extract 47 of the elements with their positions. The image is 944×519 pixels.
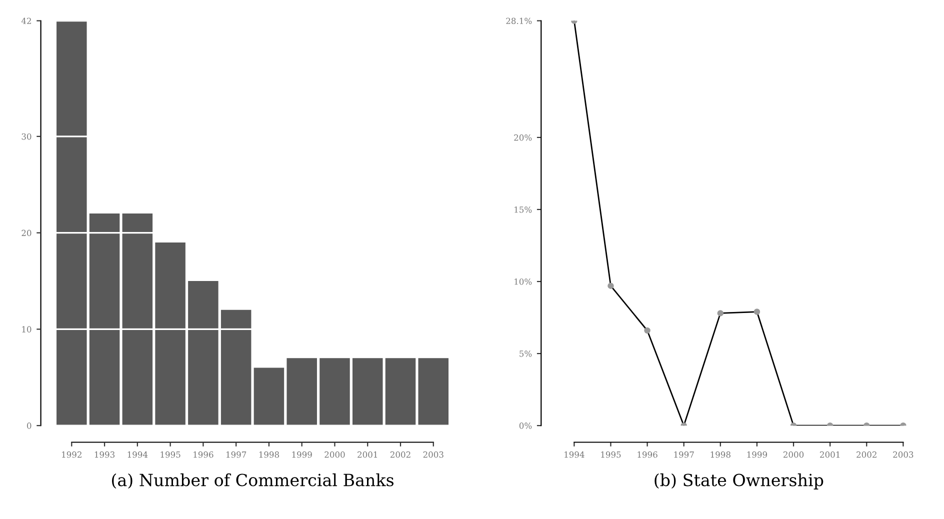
y-tick-label: 30 <box>22 133 32 140</box>
bar <box>286 358 317 426</box>
x-tick-label: 1996 <box>194 451 214 458</box>
y-tick-label: 5% <box>520 350 532 357</box>
bar <box>155 242 186 426</box>
x-tick-label: 2003 <box>423 451 444 458</box>
bar <box>56 20 87 426</box>
x-tick-label: 2002 <box>390 451 410 458</box>
y-tick-label: 42 <box>21 18 31 24</box>
x-tick-label: 2001 <box>358 451 378 458</box>
x-tick-label: 2000 <box>324 451 345 458</box>
x-tick-label: 1994 <box>564 451 584 458</box>
y-tick-label: 20 <box>22 230 32 236</box>
x-tick-label: 2000 <box>783 451 804 458</box>
x-tick-label: 1995 <box>601 451 621 458</box>
bar <box>89 214 120 426</box>
y-tick-label: 15% <box>514 206 532 213</box>
y-tick-label: 10% <box>514 278 532 285</box>
bar <box>352 358 383 426</box>
bar <box>188 281 218 426</box>
y-tick-label: 20% <box>514 134 532 141</box>
x-tick-label: 1996 <box>638 451 658 458</box>
x-tick-label: 1999 <box>747 451 767 458</box>
x-tick-label: 1998 <box>710 451 730 458</box>
x-tick-label: 1994 <box>128 451 148 458</box>
text: (a) Number of Commercial Banks <box>112 473 394 489</box>
x-tick-label: 1999 <box>292 451 312 458</box>
x-tick-label: 1998 <box>259 451 280 458</box>
y-tick-label: 0% <box>519 422 532 429</box>
bar <box>385 358 416 426</box>
bar <box>122 214 153 426</box>
y-tick-label: 28.1% <box>506 18 532 24</box>
y-tick-label: 10 <box>22 326 32 332</box>
y-tick-label: 0 <box>27 422 32 429</box>
x-tick-label: 1993 <box>94 451 115 458</box>
bar <box>220 310 252 426</box>
x-tick-label: 2001 <box>820 451 840 458</box>
x-tick-label: 1992 <box>62 451 82 458</box>
x-tick-label: 1995 <box>160 451 180 458</box>
x-tick-label: 2002 <box>856 451 876 458</box>
x-tick-label: 1997 <box>674 451 694 458</box>
x-tick-label: 1997 <box>226 451 246 458</box>
text: (b) State Ownership <box>654 473 824 490</box>
bar <box>254 368 284 426</box>
bar <box>418 358 449 426</box>
bar <box>320 358 350 426</box>
x-tick-label: 2003 <box>893 451 914 458</box>
